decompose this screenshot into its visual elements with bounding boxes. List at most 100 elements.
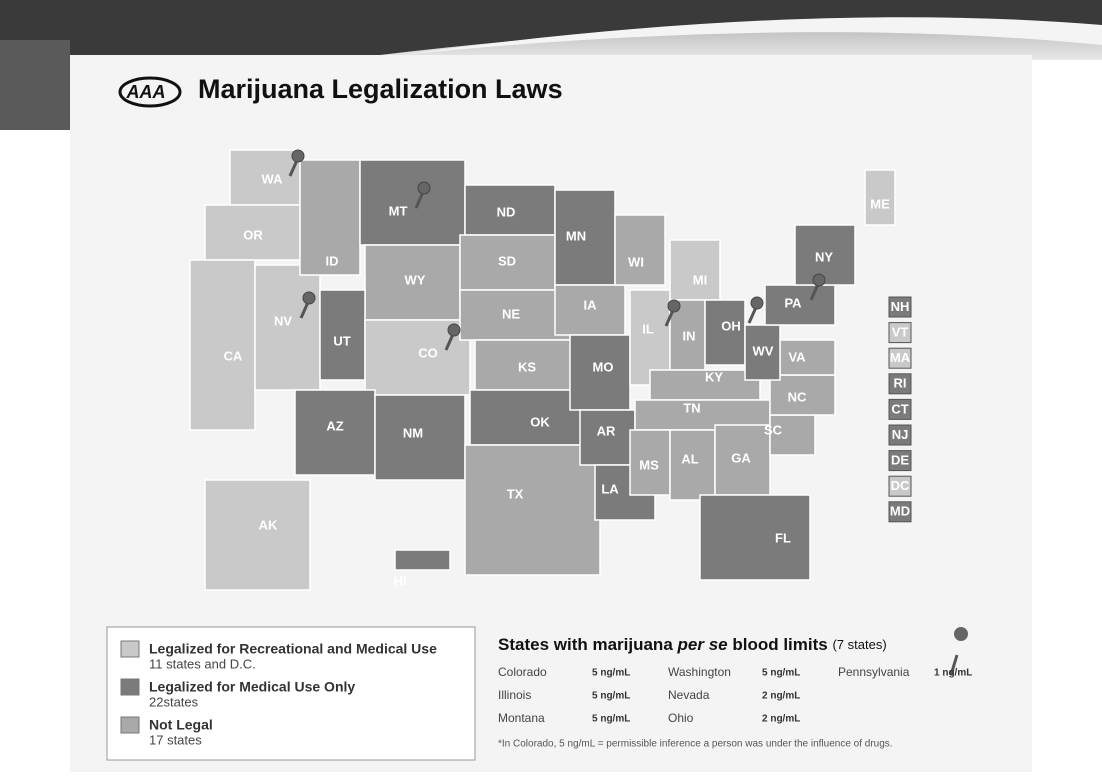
legend-label: Legalized for Recreational and Medical U… [149,641,437,657]
limit-state: Pennsylvania [838,665,910,679]
state [669,239,721,301]
legend-label: Legalized for Medical Use Only [149,679,355,695]
state-label: NC [788,389,807,404]
state [204,204,301,261]
state [794,224,856,286]
state [699,494,811,581]
legend-sublabel: 11 states and D.C. [149,656,256,671]
state-label: TX [507,486,524,501]
state-label: OR [243,227,263,242]
state [614,214,666,286]
limit-state: Montana [498,711,545,725]
map: WA OR CA NV ID MT WY UT CO AZ NM ND SD NE KS OK TX MN IA MO… [189,149,896,591]
state-label: KY [705,369,723,384]
legend-sublabel: 17 states [149,732,202,747]
small-state-label: NJ [892,427,909,442]
limit-value: 5 ng/mL [592,691,630,702]
state [554,189,616,286]
limit-state: Ohio [668,711,694,725]
state [294,389,376,476]
state [459,234,556,291]
small-state [888,296,912,318]
small-state [888,450,912,472]
state-label: ME [870,196,890,211]
state [474,339,576,391]
legend-label: Not Legal [149,717,213,733]
state-label: PA [784,295,802,310]
small-state [888,501,912,523]
limits-title-main: States with marijuana [498,635,673,654]
swoosh-highlight [400,17,1102,55]
state-label: AL [681,451,698,466]
state-label: AZ [326,418,343,433]
small-state-label: NH [891,299,910,314]
state-label: MS [639,457,659,472]
state-label: TN [683,400,700,415]
small-state-label: MA [890,350,911,365]
footnote: *In Colorado, 5 ng/mL = permissible infe… [498,739,893,750]
small-state [888,424,912,446]
limit-value: 5 ng/mL [592,668,630,679]
state [579,409,636,466]
limits-title-italic: per se [677,635,728,654]
state-label: WV [753,343,774,358]
logo-ring [118,76,182,108]
pin-head [417,181,431,195]
state [649,369,761,401]
legend: Legalized for Recreational and Medical U… [120,640,437,747]
state [669,429,716,501]
state-label: NV [274,313,292,328]
limit-state: Colorado [498,665,547,679]
state [744,324,781,381]
small-state-label: RI [894,376,907,391]
state [629,429,671,496]
limit-value: 2 ng/mL [762,691,800,702]
limits-title: States with marijuana per se blood limit… [498,635,887,654]
small-state-label: DE [891,453,909,468]
small-state-label: MD [890,504,910,519]
limits-table: Colorado 5 ng/mL Illinois 5 ng/mL Montana 5 n… [498,665,972,725]
limit-value: 2 ng/mL [762,714,800,725]
state-label: OK [530,414,550,429]
state [714,424,771,496]
state-label: MO [593,359,614,374]
state-label: HI [394,573,407,588]
limit-state: Illinois [498,688,531,702]
state [459,289,571,341]
state-label: SD [498,253,516,268]
state [469,389,586,446]
state [359,159,466,246]
state-label: OH [721,318,741,333]
logo-text: AAA [126,82,166,102]
state-label: UT [333,333,350,348]
legend-swatch [120,716,140,734]
state [769,374,836,416]
state [864,169,896,226]
small-state [888,322,912,344]
small-state [888,373,912,395]
state-label: WA [262,171,284,186]
state-label: IL [642,321,654,336]
state-label: MN [566,228,586,243]
pin-head [667,299,681,313]
state-label: AK [259,517,278,532]
legend-swatch [120,678,140,696]
legend-swatch [120,640,140,658]
state-label: CA [224,348,243,363]
limits-count: (7 states) [832,637,886,652]
state-label: GA [731,450,751,465]
legend-sublabel: 22states [149,694,199,709]
state [204,479,311,591]
swoosh [0,0,1102,60]
state-label: AR [597,423,616,438]
state-label: LA [601,481,619,496]
state-label: ND [497,204,516,219]
pin-icon [949,627,968,676]
pin-head [812,273,826,287]
state [229,149,301,206]
small-state [888,347,912,369]
state-label: IN [683,328,696,343]
pin-head [302,291,316,305]
state [464,184,556,236]
